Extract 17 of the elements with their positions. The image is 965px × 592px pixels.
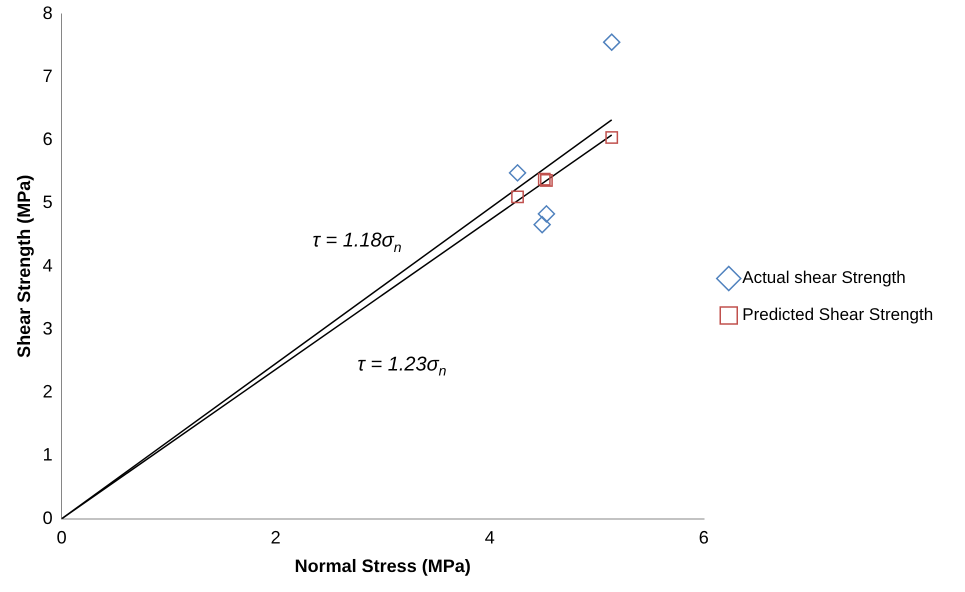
y-axis-title: Shear Strength (MPa) xyxy=(14,174,34,358)
x-axis-title: Normal Stress (MPa) xyxy=(294,556,471,576)
y-tick-label: 5 xyxy=(42,192,53,212)
legend-label: Actual shear Strength xyxy=(742,268,906,288)
y-tick-label: 6 xyxy=(42,129,53,150)
y-tick-label: 7 xyxy=(42,66,53,86)
x-tick-label: 4 xyxy=(484,528,495,548)
y-tick-label: 3 xyxy=(42,318,53,338)
y-tick-label: 2 xyxy=(42,382,53,402)
y-tick-label: 0 xyxy=(42,508,53,528)
x-tick-label: 2 xyxy=(270,528,281,548)
y-tick-label: 4 xyxy=(42,255,53,276)
x-tick-label: 0 xyxy=(56,528,67,548)
legend-label: Predicted Shear Strength xyxy=(742,305,934,324)
y-tick-label: 8 xyxy=(42,2,53,23)
y-tick-label: 1 xyxy=(42,444,53,465)
x-tick-label: 6 xyxy=(698,528,709,548)
